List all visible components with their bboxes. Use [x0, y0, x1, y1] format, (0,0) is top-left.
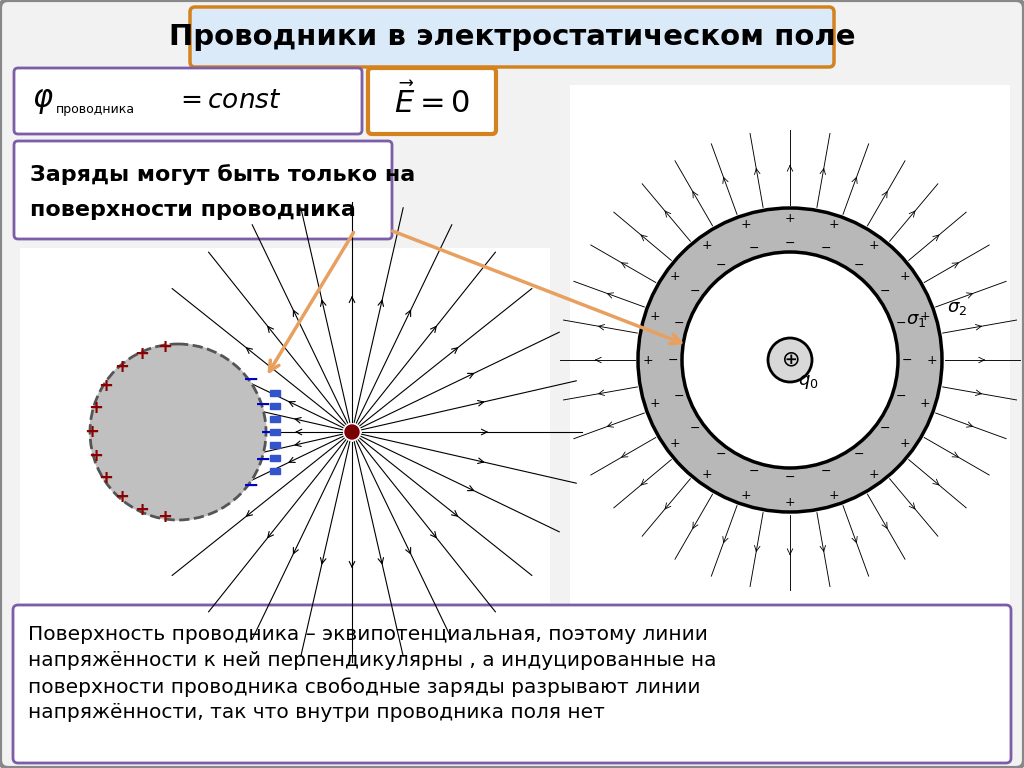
Text: +: +: [920, 310, 931, 323]
Text: Поверхность проводника – эквипотенциальная, поэтому линии: Поверхность проводника – эквипотенциальн…: [28, 625, 708, 644]
Text: +: +: [828, 488, 840, 502]
Text: +: +: [98, 377, 113, 395]
Text: −: −: [854, 259, 864, 272]
Text: +: +: [701, 468, 712, 482]
Text: −: −: [896, 389, 906, 402]
Text: +: +: [157, 508, 172, 526]
Text: поверхности проводника: поверхности проводника: [30, 200, 356, 220]
Text: +: +: [134, 345, 148, 363]
FancyBboxPatch shape: [14, 68, 362, 134]
Text: +: +: [740, 218, 752, 231]
Text: −: −: [749, 465, 759, 478]
Text: +: +: [88, 399, 103, 417]
Bar: [270, 429, 280, 435]
Text: напряжённости к ней перпендикулярны , а индуцированные на: напряжённости к ней перпендикулярны , а …: [28, 651, 717, 670]
FancyBboxPatch shape: [190, 7, 834, 67]
Text: +: +: [927, 353, 937, 366]
Text: +: +: [784, 495, 796, 508]
Text: −: −: [716, 259, 726, 272]
Circle shape: [768, 338, 812, 382]
Text: −: −: [784, 471, 796, 484]
Text: +: +: [98, 469, 113, 487]
Bar: [270, 442, 280, 448]
Text: −: −: [243, 369, 259, 389]
FancyBboxPatch shape: [20, 248, 550, 603]
Text: −: −: [690, 422, 700, 435]
Text: +: +: [828, 218, 840, 231]
Text: −: −: [896, 317, 906, 330]
Text: +: +: [114, 359, 129, 376]
Text: +: +: [868, 468, 879, 482]
Circle shape: [638, 208, 942, 512]
Circle shape: [90, 344, 266, 520]
Text: $q_0$: $q_0$: [798, 373, 818, 391]
Text: +: +: [134, 501, 148, 519]
FancyBboxPatch shape: [570, 85, 1010, 605]
Bar: [270, 468, 280, 474]
Text: +: +: [88, 447, 103, 465]
Text: $\varphi$: $\varphi$: [32, 87, 54, 115]
Text: −: −: [674, 389, 684, 402]
Text: +: +: [649, 310, 660, 323]
Text: −: −: [255, 450, 271, 469]
Text: −: −: [880, 422, 890, 435]
Text: +: +: [899, 437, 910, 450]
Text: −: −: [821, 242, 831, 255]
Text: поверхности проводника свободные заряды разрывают линии: поверхности проводника свободные заряды …: [28, 677, 700, 697]
Text: $\vec{E} = 0$: $\vec{E} = 0$: [394, 83, 470, 119]
Text: −: −: [784, 237, 796, 250]
Text: −: −: [821, 465, 831, 478]
Text: −: −: [674, 317, 684, 330]
Text: Проводники в электростатическом поле: Проводники в электростатическом поле: [169, 23, 855, 51]
Bar: [270, 416, 280, 422]
Text: −: −: [668, 353, 678, 366]
Bar: [270, 390, 280, 396]
Text: +: +: [868, 239, 879, 252]
Bar: [270, 455, 280, 461]
Text: +: +: [85, 423, 99, 441]
Text: −: −: [749, 242, 759, 255]
FancyBboxPatch shape: [14, 141, 392, 239]
Text: −: −: [880, 285, 890, 298]
Text: +: +: [740, 488, 752, 502]
Text: $= const$: $= const$: [175, 88, 282, 114]
Text: −: −: [255, 395, 271, 414]
Text: −: −: [690, 285, 700, 298]
FancyBboxPatch shape: [368, 68, 496, 134]
Text: +: +: [649, 397, 660, 410]
Text: −: −: [854, 449, 864, 461]
Text: $\oplus$: $\oplus$: [780, 350, 800, 370]
Text: +: +: [643, 353, 653, 366]
Circle shape: [682, 252, 898, 468]
Text: −: −: [243, 475, 259, 495]
Text: −: −: [902, 353, 912, 366]
Text: +: +: [157, 338, 172, 356]
Text: $\sigma_2$: $\sigma_2$: [947, 299, 967, 317]
Text: +: +: [670, 437, 680, 450]
Text: проводника: проводника: [56, 104, 135, 117]
Text: −: −: [716, 449, 726, 461]
Text: +: +: [784, 211, 796, 224]
Bar: [270, 403, 280, 409]
Text: напряжённости, так что внутри проводника поля нет: напряжённости, так что внутри проводника…: [28, 703, 605, 723]
Text: +: +: [670, 270, 680, 283]
Text: Заряды могут быть только на: Заряды могут быть только на: [30, 164, 416, 186]
Text: +: +: [114, 488, 129, 505]
Text: +: +: [920, 397, 931, 410]
Text: +: +: [899, 270, 910, 283]
Text: $\sigma_1$: $\sigma_1$: [906, 311, 926, 329]
Circle shape: [345, 425, 359, 439]
FancyBboxPatch shape: [13, 605, 1011, 763]
Text: −: −: [260, 422, 276, 442]
Text: +: +: [701, 239, 712, 252]
